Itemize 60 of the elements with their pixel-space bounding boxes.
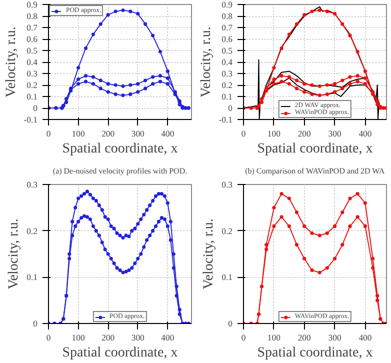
- y-tick-label: 0.1: [26, 92, 38, 102]
- y-tick-label: 0.1: [222, 272, 233, 282]
- x-tick-label: 0: [241, 332, 246, 342]
- y-tick-label: 0.1: [26, 272, 38, 282]
- x-axis-title: Spatial coordinate, x: [62, 346, 178, 360]
- y-tick-label: 0.9: [222, 0, 233, 10]
- y-tick-label: 0.3: [26, 68, 38, 78]
- y-tick-label: 0.3: [26, 180, 38, 190]
- x-tick-label: 400: [161, 128, 174, 138]
- x-tick-label: 200: [298, 128, 311, 138]
- x-tick-label: 300: [131, 128, 144, 138]
- y-tick-label: 0.7: [222, 22, 234, 32]
- y-tick-label: 0.3: [222, 68, 233, 78]
- y-tick-label: 0.7: [26, 22, 38, 32]
- y-tick-label: 0.4: [222, 57, 234, 67]
- x-axis-title: Spatial coordinate, x: [62, 142, 178, 156]
- text: (b) Comparison of WAVinPOD and 2D WA: [245, 166, 385, 176]
- y-tick-label: 0.2: [222, 80, 233, 90]
- x-tick-label: 100: [267, 332, 280, 342]
- x-tick-label: 400: [358, 128, 372, 138]
- y-tick-label: 0.6: [222, 34, 234, 44]
- y-tick-label: 0.1: [222, 92, 233, 102]
- x-tick-label: 0: [46, 332, 51, 342]
- y-tick-label: -0.1: [24, 114, 38, 124]
- y-tick-label: 0: [228, 103, 232, 113]
- x-tick-label: 0: [46, 128, 51, 138]
- y-tick-label: 0.6: [26, 34, 38, 44]
- text: (a) De-noised velocity profiles with POD.: [52, 166, 188, 176]
- y-tick-label: 0.4: [26, 57, 38, 67]
- x-tick-label: 300: [328, 128, 342, 138]
- x-tick-label: 300: [131, 332, 144, 342]
- y-tick-label: 0.8: [26, 11, 38, 21]
- x-tick-label: 400: [161, 332, 174, 342]
- y-axis-title: Velocity, r.u.: [6, 218, 22, 290]
- y-tick-label: -0.1: [218, 114, 232, 124]
- y-tick-label: 0.8: [222, 11, 233, 21]
- x-tick-label: 100: [72, 332, 85, 342]
- x-tick-label: 400: [358, 332, 372, 342]
- y-tick-label: 0: [228, 318, 232, 328]
- y-tick-label: 0: [33, 103, 38, 113]
- y-tick-label: 0.5: [26, 46, 38, 56]
- y-tick-label: 0.2: [26, 80, 38, 90]
- y-axis-title: Velocity, r.u.: [202, 218, 217, 290]
- y-tick-label: 0.3: [222, 180, 233, 190]
- y-tick-label: 0.2: [222, 226, 233, 236]
- x-axis-title: Spatial coordinate, x: [257, 142, 373, 156]
- y-axis-title: Velocity, r.u.: [198, 26, 214, 98]
- y-tick-label: 0: [33, 318, 38, 328]
- x-tick-label: 300: [328, 332, 342, 342]
- y-tick-label: 0.9: [26, 0, 38, 10]
- x-tick-label: 0: [241, 128, 246, 138]
- x-tick-label: 200: [102, 332, 115, 342]
- y-axis-title: Velocity, r.u.: [4, 26, 19, 98]
- x-axis-title: Spatial coordinate, x: [257, 346, 373, 360]
- x-tick-label: 100: [267, 128, 280, 138]
- x-tick-label: 200: [298, 332, 311, 342]
- y-tick-label: 0.2: [26, 226, 38, 236]
- x-tick-label: 100: [72, 128, 85, 138]
- x-tick-label: 200: [102, 128, 115, 138]
- y-tick-label: 0.5: [222, 46, 233, 56]
